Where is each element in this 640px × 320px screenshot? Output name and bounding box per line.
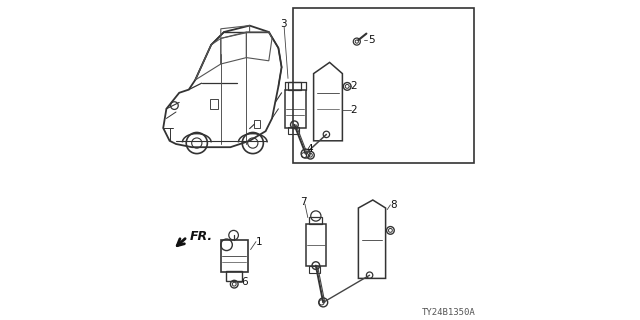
Text: 8: 8 xyxy=(390,200,397,210)
Text: TY24B1350A: TY24B1350A xyxy=(422,308,475,317)
Text: 5: 5 xyxy=(368,35,374,45)
Bar xyxy=(254,120,260,128)
Bar xyxy=(292,8,474,163)
Text: 2: 2 xyxy=(350,105,357,116)
Bar xyxy=(309,217,322,224)
Bar xyxy=(226,271,243,281)
Bar xyxy=(288,82,301,90)
Bar xyxy=(210,99,218,109)
Bar xyxy=(221,240,248,272)
Text: 7: 7 xyxy=(300,196,307,207)
Text: 2: 2 xyxy=(350,81,357,92)
Bar xyxy=(285,90,306,128)
Text: 4: 4 xyxy=(307,144,313,154)
Text: 3: 3 xyxy=(280,19,287,29)
Text: 6: 6 xyxy=(241,277,248,287)
Bar xyxy=(288,127,300,134)
Text: FR.: FR. xyxy=(189,230,213,243)
Bar xyxy=(306,224,326,266)
Text: 1: 1 xyxy=(256,236,262,247)
Bar xyxy=(309,266,320,273)
